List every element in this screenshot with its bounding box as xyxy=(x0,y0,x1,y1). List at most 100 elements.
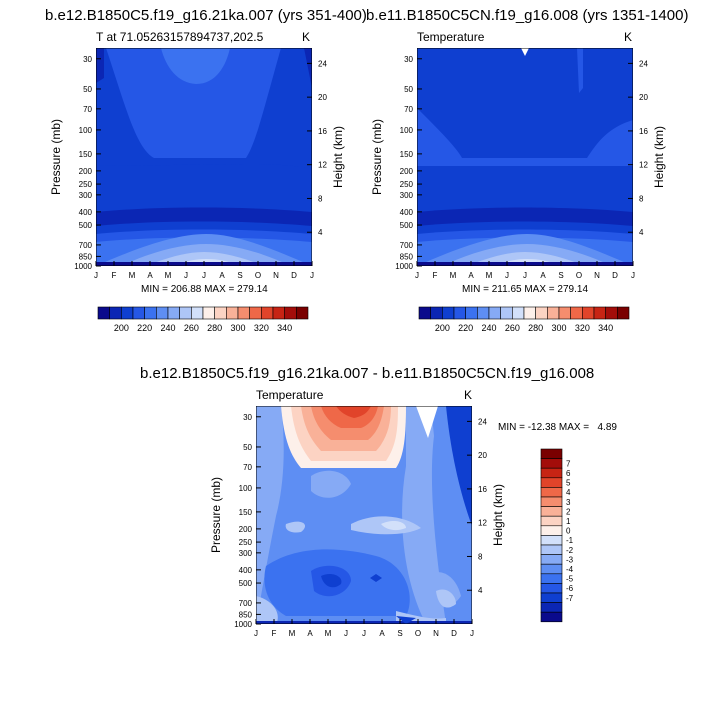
colorbar2-swatch xyxy=(500,306,513,320)
plot1-xtick-label: J xyxy=(310,271,314,280)
colorbar1-swatch xyxy=(249,306,262,320)
plot3-xtick-label: O xyxy=(415,629,421,638)
plot1-ytick-label: 70 xyxy=(83,105,92,114)
plot3-xtick-label: M xyxy=(289,629,296,638)
plot3-title: b.e12.B1850C5.f19_g16.21ka.007 - b.e11.B… xyxy=(140,365,595,382)
colorbar2-swatch xyxy=(617,306,630,320)
colorbar1-level-label: 220 xyxy=(137,323,152,333)
plot3-ytick-label: 300 xyxy=(239,549,253,558)
colorbar2-level-label: 220 xyxy=(458,323,473,333)
colorbar3-swatch xyxy=(540,544,563,555)
plot1-subtitle: T at 71.05263157894737,202.5 xyxy=(96,30,264,44)
colorbar2-swatch xyxy=(442,306,455,320)
plot3-ylabel-right: Height (km) xyxy=(491,484,505,546)
plot3-min-max: MIN = -12.38 MAX = 4.89 xyxy=(498,422,617,433)
plot3-ytick-label: 50 xyxy=(243,443,252,452)
plot3-ytick-label: 200 xyxy=(239,525,253,534)
plot2-xtick-label: M xyxy=(486,271,493,280)
plot3-ytick-right-label: 16 xyxy=(478,485,487,494)
colorbar2-swatch xyxy=(605,306,618,320)
colorbar3-swatch xyxy=(540,583,563,594)
plot1-xtick-label: M xyxy=(129,271,136,280)
colorbar1-swatch xyxy=(121,306,134,320)
colorbar2-level-label: 280 xyxy=(528,323,543,333)
plot3-ytick-label: 100 xyxy=(239,484,253,493)
plot1-xtick-label: D xyxy=(291,271,297,280)
colorbar1-swatch xyxy=(156,306,169,320)
colorbar3-level-label: -5 xyxy=(566,575,574,584)
plot1-xtick-label: A xyxy=(219,271,225,280)
colorbar3-level-label: 5 xyxy=(566,479,571,488)
band-fill xyxy=(321,573,342,588)
plot2-ytick-right-label: 24 xyxy=(639,59,648,68)
band-fill xyxy=(381,521,406,531)
band-fill xyxy=(370,574,382,582)
plot3-xtick-label: N xyxy=(433,629,439,638)
colorbar1-level-label: 240 xyxy=(160,323,175,333)
colorbar3-swatch xyxy=(540,515,563,527)
band-fill xyxy=(336,406,371,418)
colorbar3-swatch xyxy=(540,477,563,488)
plot1-ytick-label: 500 xyxy=(79,221,93,230)
colorbar1-swatch xyxy=(202,306,215,320)
band-fill xyxy=(256,406,284,624)
colorbar2-swatch xyxy=(570,306,583,320)
plot1-ytick-right-label: 16 xyxy=(318,127,327,136)
plot1-ytick-label: 850 xyxy=(79,252,93,261)
plot2-ytick-label: 400 xyxy=(400,208,414,217)
plot3-ytick-label: 250 xyxy=(239,538,253,547)
plot2-xtick-label: A xyxy=(540,271,546,280)
plot2-xtick-label: O xyxy=(576,271,582,280)
plot2-ylabel-right: Height (km) xyxy=(652,126,666,188)
plot2-ytick-label: 30 xyxy=(404,55,413,64)
plot3-ytick-label: 850 xyxy=(239,610,253,619)
colorbar2-level-label: 340 xyxy=(598,323,613,333)
colorbar2-level-label: 300 xyxy=(551,323,566,333)
plot2-ytick-label: 100 xyxy=(400,126,414,135)
plot2-units: K xyxy=(624,30,633,44)
colorbar1-level-label: 200 xyxy=(114,323,129,333)
plot2-ytick-label: 200 xyxy=(400,167,414,176)
colorbar1-swatch xyxy=(272,306,285,320)
colorbar3-swatch xyxy=(540,573,563,584)
plot1-ytick-label: 250 xyxy=(79,180,93,189)
plot1-xtick-label: M xyxy=(165,271,172,280)
plot2-xtick-label: S xyxy=(558,271,563,280)
plot1-xtick-label: S xyxy=(237,271,242,280)
plot2-xtick-label: D xyxy=(612,271,618,280)
colorbar3-swatch xyxy=(540,487,563,498)
colorbar1-swatch xyxy=(191,306,204,320)
colorbar1-swatch xyxy=(109,306,122,320)
plot3-ytick-label: 700 xyxy=(239,599,253,608)
plot3-ytick-label: 70 xyxy=(243,463,252,472)
colorbar3-level-label: -2 xyxy=(566,546,574,555)
colorbar1-swatch xyxy=(237,306,250,320)
plot2-ytick-label: 700 xyxy=(400,241,414,250)
plot2-ytick-label: 500 xyxy=(400,221,414,230)
plot2-subtitle: Temperature xyxy=(417,30,485,44)
band-fill xyxy=(285,521,306,533)
plot2-ytick-label: 150 xyxy=(400,150,414,159)
plot1-xtick-label: J xyxy=(94,271,98,280)
plot1-ytick-right-label: 12 xyxy=(318,161,327,170)
colorbar3-swatch xyxy=(540,554,563,565)
plot2-ytick-right-label: 8 xyxy=(639,194,644,203)
plot3-ytick-label: 150 xyxy=(239,508,253,517)
colorbar1-level-label: 320 xyxy=(254,323,269,333)
band-fill xyxy=(446,406,472,526)
plot2-ytick-label: 250 xyxy=(400,180,414,189)
colorbar1-swatch xyxy=(284,306,297,320)
plot3-xtick-label: D xyxy=(451,629,457,638)
plot3-xtick-label: J xyxy=(254,629,258,638)
plot3-xtick-label: S xyxy=(397,629,402,638)
band-fill xyxy=(96,48,104,83)
band-fill xyxy=(256,596,278,624)
plot3-ytick-right-label: 4 xyxy=(478,586,483,595)
plot2-ytick-right-label: 20 xyxy=(639,93,648,102)
colorbar3-level-label: 3 xyxy=(566,498,571,507)
colorbar3-level-label: -3 xyxy=(566,555,574,564)
band-fill xyxy=(416,406,438,438)
colorbar3-swatch xyxy=(540,496,563,507)
plot2-xtick-label: J xyxy=(415,271,419,280)
